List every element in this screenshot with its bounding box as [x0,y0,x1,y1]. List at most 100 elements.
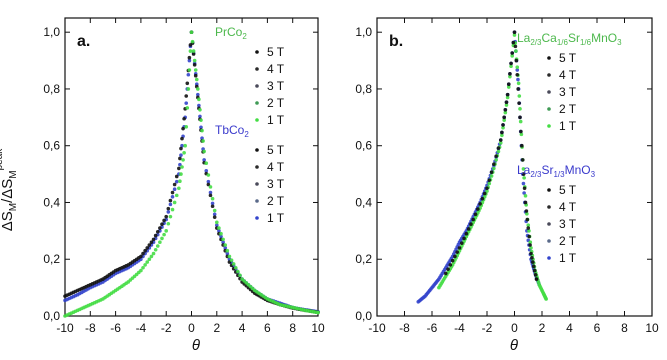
data-point [518,119,523,124]
data-point [184,101,189,105]
data-point [178,162,182,167]
data-point [236,269,240,274]
x-tick-label: 6 [264,321,271,335]
data-point [225,248,230,253]
data-point [506,85,511,89]
legend-label: 3 T [559,85,577,99]
data-point [186,87,191,91]
legend-title: La2/3Ca1/6Sr1/6MnO3 [517,31,622,47]
data-point [143,248,147,253]
data-point [500,133,504,138]
data-point [219,231,223,236]
data-point [202,158,206,162]
legend-marker [547,107,551,111]
y-tick-label: 1,0 [355,25,372,39]
data-point [182,116,186,121]
x-tick-label: -8 [85,321,96,335]
legend-label: 5 T [267,143,285,157]
x-tick-label: 4 [239,321,246,335]
legend-title-main: TbCo [215,123,245,137]
data-point [141,251,145,256]
y-tick-label: 0,4 [355,195,372,209]
data-point [505,92,510,97]
data-point [145,246,150,250]
legend-label: 4 T [267,160,285,174]
legend-title-part: Sr [568,31,580,45]
panel-b: -10 -8 -6 -4 -2 0 2 4 6 8 10 0,0 0,2 0,4 0,6 0,8 1,0 b. La… [355,17,659,335]
data-point [193,73,198,78]
data-point [533,273,538,277]
x-tick-label: 8 [621,321,628,335]
data-point [168,198,173,203]
data-point [183,143,187,148]
legend-marker [255,199,259,203]
y-tick-label: 0,6 [355,139,372,153]
data-point [450,258,455,263]
data-point [514,58,519,63]
data-point [153,247,158,252]
data-point [223,243,228,247]
data-point [172,182,177,187]
legend-marker [255,165,259,169]
data-point [516,77,520,82]
data-point [212,208,217,213]
y-tick-label: 0,0 [43,309,60,323]
legend-label: 4 T [559,200,577,214]
data-point [158,226,162,230]
data-point [457,246,462,250]
data-point [221,240,225,245]
data-point [174,193,179,198]
data-point [172,200,177,205]
data-point [225,251,230,256]
data-point [172,187,177,192]
legend-label: 3 T [559,217,577,231]
data-point [502,115,506,120]
data-point [504,103,509,107]
data-point [191,52,196,56]
data-point [215,223,219,227]
x-tick-label: 10 [645,321,659,335]
data-point [501,123,505,127]
data-point [446,267,450,271]
data-point [162,218,166,223]
x-tick-label: -6 [110,321,121,335]
legend-label: 2 T [267,96,285,110]
data-point [489,170,494,175]
x-tick-label: 0 [511,321,518,335]
y-label-main: ΔS [0,211,16,231]
data-point [231,262,236,266]
data-point [179,146,183,151]
data-point [485,186,489,191]
data-point [496,149,501,154]
legend-title-part: MnO [591,31,617,45]
data-point [184,124,189,129]
data-point [210,204,215,209]
data-point [187,68,192,72]
data-point [153,233,158,238]
data-point [523,194,528,198]
data-point [145,260,150,264]
data-point [523,200,528,205]
data-point [227,254,232,259]
data-point [206,173,211,177]
data-point [168,214,173,219]
data-point [149,240,154,245]
data-point [179,172,183,176]
data-point [498,141,503,145]
data-point [530,256,534,260]
data-point [166,206,171,211]
data-point [525,212,529,216]
y-label-mid: /ΔS [0,179,16,203]
data-point [208,193,213,198]
data-point [196,92,200,97]
x-tick-label: 2 [539,321,546,335]
data-point [478,202,482,206]
data-point [160,222,164,227]
data-point [448,263,453,267]
data-point [174,179,179,184]
data-point [526,226,531,230]
x-tick-label: -10 [368,321,386,335]
data-point [229,258,234,262]
legend-marker [255,182,259,186]
y-tick-label: 0,0 [355,309,372,323]
